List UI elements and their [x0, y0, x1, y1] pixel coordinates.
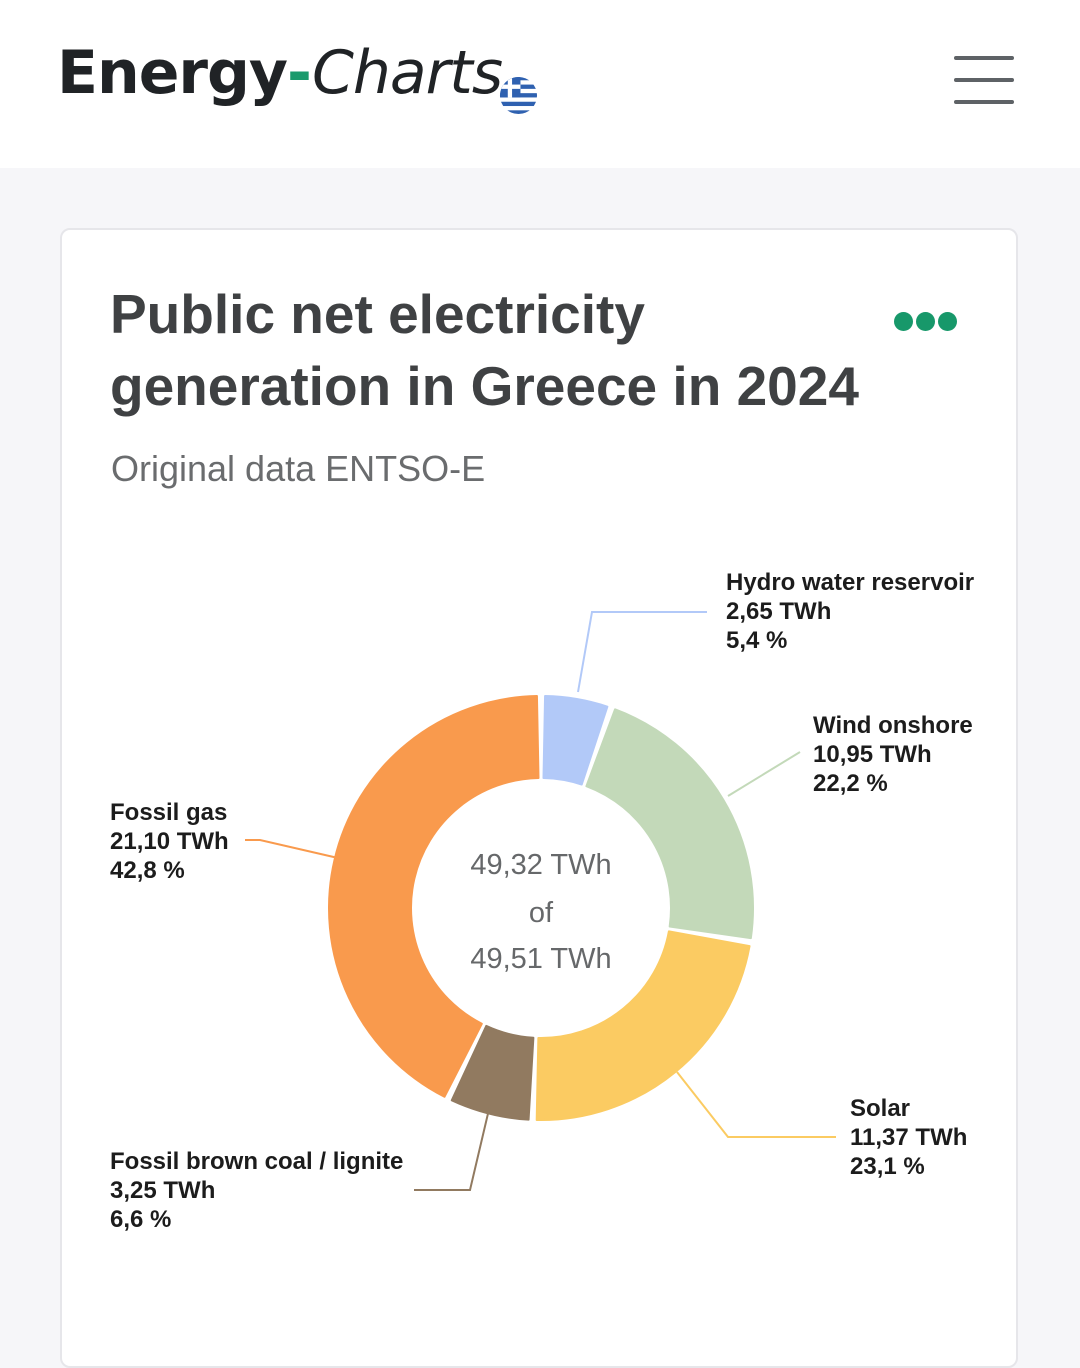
slice-fossil-brown-coal-lignite[interactable] [450, 1024, 535, 1121]
leader-line [727, 751, 801, 797]
logo-dash-text: - [287, 38, 312, 108]
slice-hydro-water-reservoir[interactable] [542, 695, 609, 786]
slice-value-label: 21,10 TWh [110, 828, 229, 855]
slice-value-label: 3,25 TWh [110, 1177, 215, 1204]
slice-percent-label: 22,2 % [813, 770, 888, 797]
slice-name-label: Fossil brown coal / lignite [110, 1148, 403, 1175]
logo-energy-text: Energy [57, 38, 288, 108]
center-grand-total-label: 49,51 TWh [470, 943, 611, 975]
more-options-icon[interactable] [894, 310, 960, 332]
chart-card [60, 228, 1018, 1368]
slice-name-label: Wind onshore [813, 712, 973, 739]
leader-line [245, 839, 339, 859]
slice-value-label: 11,37 TWh [850, 1124, 967, 1151]
slice-value-label: 2,65 TWh [726, 598, 831, 625]
slice-name-label: Solar [850, 1095, 910, 1122]
greece-flag-icon[interactable] [499, 76, 538, 115]
slice-value-label: 10,95 TWh [813, 741, 932, 768]
slice-percent-label: 23,1 % [850, 1153, 925, 1180]
chart-subtitle: Original data ENTSO-E [111, 448, 486, 489]
slice-solar[interactable] [535, 930, 751, 1121]
app-header: Energy - Charts [0, 0, 1080, 168]
hamburger-menu-icon[interactable] [952, 54, 1016, 106]
slice-percent-label: 42,8 % [110, 857, 185, 884]
center-total-label: 49,32 TWh [470, 849, 611, 881]
slice-name-label: Fossil gas [110, 799, 227, 826]
slice-wind-onshore[interactable] [585, 708, 754, 940]
slice-percent-label: 5,4 % [726, 627, 787, 654]
energy-charts-logo[interactable]: Energy - Charts [57, 38, 503, 118]
slice-fossil-gas[interactable] [328, 695, 540, 1098]
slice-percent-label: 6,6 % [110, 1206, 171, 1233]
slice-name-label: Hydro water reservoir [726, 569, 974, 596]
leader-line [577, 611, 707, 693]
logo-charts-text: Charts [311, 38, 503, 108]
leader-line [676, 1071, 836, 1138]
leader-line [414, 1104, 491, 1191]
chart-title: Public net electricity generation in Gre… [110, 283, 859, 417]
center-of-label: of [529, 897, 554, 929]
